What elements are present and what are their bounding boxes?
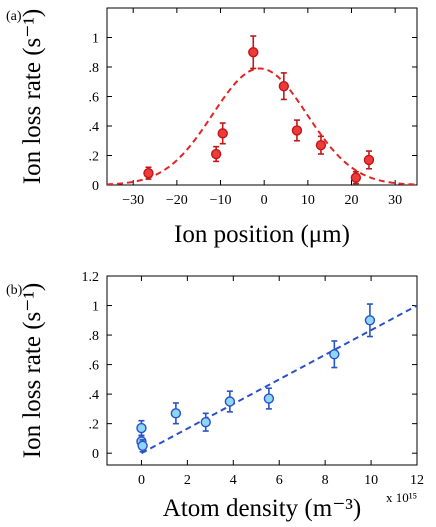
y-tick-label: 1.2 — [82, 270, 100, 285]
y-tick-label: 1 — [92, 300, 99, 315]
panel-b: 0 2 4 6 8 10 12 0 .2 .4 .6 .8 1 1.2 Atom density (m⁻³)… — [6, 270, 424, 522]
data-point — [315, 135, 327, 155]
panel-a: −30 −20 −10 0 10 20 30 0 .2 .4 .6 .8 1 Ion position (… — [6, 7, 418, 248]
data-point — [143, 166, 154, 180]
data-point — [350, 170, 362, 185]
x-tick-label: 6 — [276, 473, 283, 488]
y-tick-label: .8 — [89, 61, 100, 76]
data-point — [278, 72, 290, 101]
data-marker — [224, 396, 236, 407]
x-tick-label: 2 — [184, 473, 191, 488]
fit-curve — [140, 304, 417, 455]
data-marker — [350, 172, 362, 183]
x-tick-label: 10 — [364, 473, 378, 488]
x-axis-title: Ion position (μm) — [174, 221, 350, 248]
data-marker — [291, 125, 303, 136]
x-tick-label: 0 — [261, 193, 268, 208]
x-tick-label: 12 — [410, 473, 424, 488]
data-marker — [200, 416, 211, 428]
x-tick-label: 30 — [388, 193, 402, 208]
fit-curve — [107, 67, 417, 185]
data-marker — [217, 128, 228, 139]
data-point — [329, 340, 340, 369]
data-marker — [210, 148, 222, 160]
data-marker — [143, 167, 154, 179]
data-marker — [248, 47, 259, 58]
y-tick-label: .6 — [89, 359, 100, 374]
x-scale-label: x 10¹⁵ — [386, 490, 417, 505]
y-tick-label: .4 — [89, 120, 100, 135]
data-point — [291, 119, 303, 142]
data-marker — [315, 139, 327, 151]
data-marker — [364, 315, 376, 326]
data-point — [136, 419, 147, 437]
x-tick-label: 20 — [345, 193, 359, 208]
fit-layer — [107, 67, 417, 185]
data-point — [263, 387, 275, 410]
x-tick-label: −20 — [166, 193, 188, 208]
data-point — [248, 35, 259, 70]
x-tick-label: 8 — [322, 473, 329, 488]
data-marker — [170, 408, 182, 419]
data-marker — [137, 440, 148, 452]
y-tick-label: 0 — [92, 447, 99, 462]
panel-label: (b) — [6, 283, 23, 298]
y-tick-label: .2 — [89, 418, 100, 433]
data-marker — [278, 80, 290, 92]
panel-label: (a) — [6, 9, 22, 24]
data-point — [363, 150, 375, 170]
data-marker — [329, 349, 340, 360]
x-tick-label: 10 — [301, 193, 315, 208]
x-tick-label: 0 — [138, 473, 145, 488]
data-point — [170, 402, 182, 425]
x-tick-label: −30 — [122, 193, 144, 208]
y-axis-title: Ion loss rate (s⁻¹) — [19, 9, 46, 185]
data-point — [200, 412, 211, 432]
y-tick-label: 1 — [92, 32, 99, 47]
x-tick-label: −10 — [210, 193, 232, 208]
x-axis-title: Atom density (m⁻³) — [163, 495, 361, 522]
y-tick-label: .8 — [89, 329, 100, 344]
data-point — [137, 439, 148, 453]
data-point — [217, 122, 228, 145]
y-tick-label: .6 — [89, 91, 100, 106]
y-tick-label: .2 — [89, 150, 100, 165]
data-point — [224, 390, 236, 413]
data-marker — [136, 422, 147, 434]
plot-frame — [106, 275, 418, 466]
data-marker — [363, 154, 375, 166]
data-point — [364, 303, 376, 338]
fit-layer — [140, 304, 417, 455]
y-tick-label: .4 — [89, 388, 100, 403]
x-tick-label: 4 — [230, 473, 237, 488]
y-axis-title: Ion loss rate (s⁻¹) — [19, 283, 46, 459]
y-tick-label: 0 — [92, 179, 99, 194]
data-marker — [263, 393, 275, 404]
data-point — [210, 145, 222, 163]
